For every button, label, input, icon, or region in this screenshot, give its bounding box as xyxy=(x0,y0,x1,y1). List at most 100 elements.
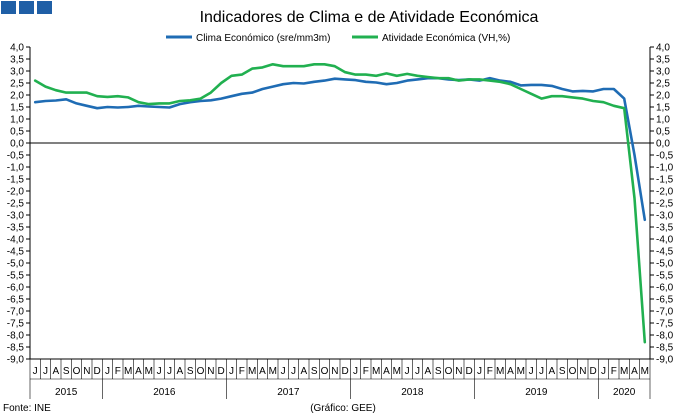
x-tick-label: A xyxy=(424,366,431,377)
series-line-atividade xyxy=(33,63,647,344)
series-line-clima xyxy=(33,76,647,222)
y-tick-label: 2,5 xyxy=(10,79,24,90)
y-tick-label: -7,0 xyxy=(7,307,25,318)
x-tick-label: M xyxy=(269,366,277,377)
y-tick-label: -9,0 xyxy=(7,355,25,366)
x-tick-label: J xyxy=(529,366,534,377)
y-tick-label: -1,0 xyxy=(656,163,674,174)
y-tick-label: -8,5 xyxy=(7,343,25,354)
x-tick-label: M xyxy=(641,366,649,377)
x-tick-label: J xyxy=(477,366,482,377)
x-tick-label: J xyxy=(415,366,420,377)
y-tick-label: -3,0 xyxy=(656,211,674,222)
x-tick-label: O xyxy=(321,366,329,377)
y-tick-label: 3,0 xyxy=(656,67,670,78)
y-tick-label: -1,5 xyxy=(656,175,674,186)
y-axis-right: 4,03,53,02,52,01,51,00,50,0-0,5-1,0-1,5-… xyxy=(650,43,674,366)
x-tick-label: F xyxy=(611,366,617,377)
y-tick-label: 1,0 xyxy=(656,115,670,126)
y-tick-label: 1,0 xyxy=(10,115,24,126)
x-tick-label: O xyxy=(569,366,577,377)
x-tick-label: J xyxy=(157,366,162,377)
y-tick-label: -5,0 xyxy=(7,259,25,270)
y-tick-label: -5,5 xyxy=(7,271,25,282)
y-tick-label: -5,5 xyxy=(656,271,674,282)
x-tick-label: N xyxy=(331,366,338,377)
x-tick-label: M xyxy=(248,366,256,377)
x-tick-label: M xyxy=(496,366,504,377)
y-tick-label: 4,0 xyxy=(10,43,24,54)
year-label: 2016 xyxy=(153,387,176,398)
year-label: 2020 xyxy=(613,387,636,398)
x-tick-label: A xyxy=(383,366,390,377)
x-tick-label: N xyxy=(207,366,214,377)
x-tick-label: J xyxy=(353,366,358,377)
y-tick-label: 1,5 xyxy=(656,103,670,114)
y-tick-label: -2,5 xyxy=(7,199,25,210)
x-tick-label: A xyxy=(135,366,142,377)
y-tick-label: 2,0 xyxy=(656,91,670,102)
x-tick-label: O xyxy=(197,366,205,377)
y-tick-label: -1,5 xyxy=(7,175,25,186)
y-tick-label: -4,5 xyxy=(7,247,25,258)
source-note: Fonte: INE xyxy=(3,403,51,414)
y-tick-label: -4,0 xyxy=(656,235,674,246)
x-tick-label: J xyxy=(105,366,110,377)
x-tick-label: J xyxy=(43,366,48,377)
y-tick-label: -4,0 xyxy=(7,235,25,246)
x-tick-label: D xyxy=(94,366,101,377)
y-tick-label: -6,0 xyxy=(7,283,25,294)
x-tick-label: J xyxy=(229,366,234,377)
x-tick-label: A xyxy=(176,366,183,377)
x-tick-label: A xyxy=(259,366,266,377)
x-tick-label: D xyxy=(466,366,473,377)
x-tick-label: A xyxy=(300,366,307,377)
y-tick-label: 3,0 xyxy=(10,67,24,78)
x-tick-label: F xyxy=(487,366,493,377)
y-tick-label: 0,5 xyxy=(656,127,670,138)
legend: Clima Económico (sre/mm3m) Atividade Eco… xyxy=(166,33,510,44)
year-label: 2019 xyxy=(525,387,548,398)
x-tick-label: S xyxy=(63,366,70,377)
x-tick-label: M xyxy=(372,366,380,377)
legend-label-clima: Clima Económico (sre/mm3m) xyxy=(196,33,330,44)
y-tick-label: -7,5 xyxy=(7,319,25,330)
x-tick-label: D xyxy=(342,366,349,377)
credit-note: (Gráfico: GEE) xyxy=(310,403,376,414)
x-tick-label: A xyxy=(52,366,59,377)
y-tick-label: -7,5 xyxy=(656,319,674,330)
y-tick-label: -8,0 xyxy=(7,331,25,342)
corner-decoration xyxy=(1,1,52,14)
x-tick-label: A xyxy=(631,366,638,377)
y-tick-label: 3,5 xyxy=(10,55,24,66)
x-tick-label: M xyxy=(124,366,132,377)
y-tick-label: -4,5 xyxy=(656,247,674,258)
y-tick-label: -0,5 xyxy=(7,151,25,162)
y-tick-label: 4,0 xyxy=(656,43,670,54)
y-axis-left: 4,03,53,02,52,01,51,00,50,0-0,5-1,0-1,5-… xyxy=(7,43,30,366)
x-tick-label: M xyxy=(145,366,153,377)
x-tick-label: S xyxy=(559,366,566,377)
year-label: 2018 xyxy=(401,387,424,398)
x-tick-label: S xyxy=(187,366,194,377)
y-tick-label: 1,5 xyxy=(10,103,24,114)
x-tick-label: S xyxy=(311,366,318,377)
corner-square xyxy=(37,1,52,14)
y-tick-label: -2,0 xyxy=(656,187,674,198)
y-tick-label: -1,0 xyxy=(7,163,25,174)
x-tick-label: M xyxy=(620,366,628,377)
y-tick-label: 2,0 xyxy=(10,91,24,102)
x-tick-label: J xyxy=(167,366,172,377)
x-tick-label: S xyxy=(435,366,442,377)
x-tick-label: F xyxy=(239,366,245,377)
x-axis-years: 2015 2016 2017 2018 2019 2020 xyxy=(29,378,651,399)
year-label: 2015 xyxy=(55,387,78,398)
y-tick-label: -7,0 xyxy=(656,307,674,318)
y-tick-label: -8,0 xyxy=(656,331,674,342)
x-tick-label: N xyxy=(579,366,586,377)
y-tick-label: -3,5 xyxy=(656,223,674,234)
y-tick-label: 2,5 xyxy=(656,79,670,90)
y-tick-label: -6,5 xyxy=(7,295,25,306)
